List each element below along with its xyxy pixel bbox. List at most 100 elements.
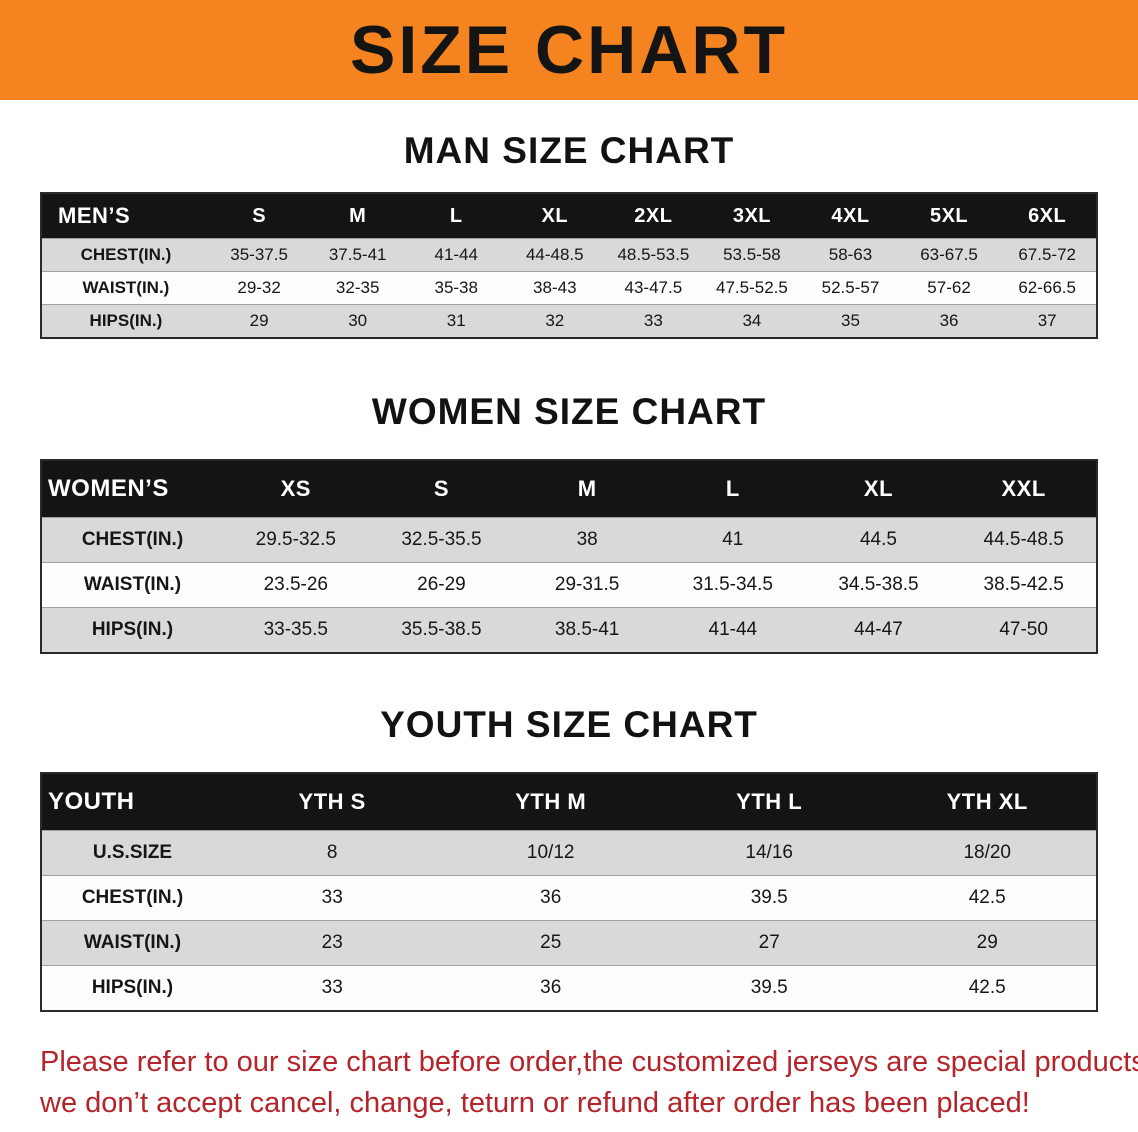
- table-header-cell: YTH L: [659, 773, 879, 831]
- table-cell: 26-29: [368, 562, 515, 608]
- table-cell: 42.5: [878, 965, 1097, 1011]
- table-cell: 35.5-38.5: [368, 607, 515, 653]
- table-cell: 41: [659, 517, 806, 563]
- table-corner-cell: MEN’S: [41, 193, 210, 239]
- table-row: WAIST(IN.) 29-32 32-35 35-38 38-43 43-47.5 47.…: [41, 271, 1097, 305]
- row-label-cell: U.S.SIZE: [41, 830, 223, 876]
- table-header-row: YOUTH YTH S YTH M YTH L YTH XL: [41, 773, 1097, 831]
- table-cell: 27: [659, 920, 879, 966]
- section-man: MAN SIZE CHART MEN’S S M L XL 2XL 3XL 4XL 5XL 6XL…: [0, 130, 1138, 339]
- table-cell: 29-32: [209, 271, 309, 305]
- table-cell: 10/12: [441, 830, 660, 876]
- table-cell: 44.5-48.5: [951, 517, 1097, 563]
- table-cell: 29: [878, 920, 1097, 966]
- section-heading-youth: YOUTH SIZE CHART: [380, 704, 758, 745]
- table-header-cell: XL: [505, 193, 605, 239]
- table-cell: 53.5-58: [702, 238, 802, 272]
- table-cell: 62-66.5: [998, 271, 1097, 305]
- table-cell: 63-67.5: [899, 238, 999, 272]
- table-cell: 67.5-72: [998, 238, 1097, 272]
- table-cell: 25: [441, 920, 660, 966]
- table-cell: 33: [604, 304, 703, 338]
- table-cell: 14/16: [659, 830, 879, 876]
- table-header-cell: 3XL: [702, 193, 802, 239]
- table-header-cell: L: [659, 460, 806, 518]
- table-cell: 35-38: [406, 271, 506, 305]
- table-cell: 41-44: [406, 238, 506, 272]
- table-cell: 47-50: [951, 607, 1097, 653]
- table-row: CHEST(IN.) 29.5-32.5 32.5-35.5 38 41 44.5 44.5…: [41, 517, 1097, 563]
- table-cell: 23: [222, 920, 442, 966]
- table-cell: 37.5-41: [308, 238, 407, 272]
- table-cell: 35: [801, 304, 900, 338]
- table-cell: 29.5-32.5: [222, 517, 369, 563]
- table-cell: 36: [441, 875, 660, 921]
- section-youth: YOUTH SIZE CHART YOUTH YTH S YTH M YTH L YTH…: [0, 704, 1138, 1012]
- row-label-cell: HIPS(IN.): [41, 607, 223, 653]
- section-heading-man: MAN SIZE CHART: [403, 130, 735, 171]
- table-header-cell: XXL: [951, 460, 1097, 518]
- table-cell: 32.5-35.5: [368, 517, 515, 563]
- youth-size-table: YOUTH YTH S YTH M YTH L YTH XL U.S.SIZE 8 10/12…: [40, 772, 1098, 1012]
- table-header-cell: 4XL: [801, 193, 900, 239]
- table-row: U.S.SIZE 8 10/12 14/16 18/20: [41, 830, 1097, 876]
- section-women: WOMEN SIZE CHART WOMEN’S XS S M L XL XXL CHEST(…: [0, 391, 1138, 654]
- table-cell: 32: [505, 304, 605, 338]
- table-header-cell: M: [514, 460, 660, 518]
- table-cell: 29-31.5: [514, 562, 660, 608]
- table-cell: 38-43: [505, 271, 605, 305]
- table-cell: 58-63: [801, 238, 900, 272]
- row-label-cell: WAIST(IN.): [41, 920, 223, 966]
- table-cell: 52.5-57: [801, 271, 900, 305]
- table-cell: 36: [441, 965, 660, 1011]
- table-cell: 36: [899, 304, 999, 338]
- table-cell: 33: [222, 965, 442, 1011]
- women-size-table: WOMEN’S XS S M L XL XXL CHEST(IN.) 29.5-32.5 32.5…: [40, 459, 1098, 654]
- row-label-cell: HIPS(IN.): [41, 965, 223, 1011]
- table-header-cell: 5XL: [899, 193, 999, 239]
- table-cell: 18/20: [878, 830, 1097, 876]
- table-header-cell: 6XL: [998, 193, 1097, 239]
- table-header-cell: YTH M: [441, 773, 660, 831]
- table-cell: 30: [308, 304, 407, 338]
- table-row: HIPS(IN.) 33-35.5 35.5-38.5 38.5-41 41-44 44-…: [41, 607, 1097, 653]
- row-label-cell: WAIST(IN.): [41, 271, 210, 305]
- section-heading-women: WOMEN SIZE CHART: [371, 391, 767, 432]
- table-cell: 31.5-34.5: [659, 562, 806, 608]
- table-cell: 44-47: [805, 607, 952, 653]
- table-cell: 43-47.5: [604, 271, 703, 305]
- table-cell: 41-44: [659, 607, 806, 653]
- table-header-cell: L: [406, 193, 506, 239]
- table-header-row: MEN’S S M L XL 2XL 3XL 4XL 5XL 6XL: [41, 193, 1097, 239]
- row-label-cell: WAIST(IN.): [41, 562, 223, 608]
- table-cell: 23.5-26: [222, 562, 369, 608]
- row-label-cell: CHEST(IN.): [41, 238, 210, 272]
- table-cell: 33-35.5: [222, 607, 369, 653]
- table-row: CHEST(IN.) 35-37.5 37.5-41 41-44 44-48.5 48.5…: [41, 238, 1097, 272]
- table-cell: 34: [702, 304, 802, 338]
- table-header-cell: YTH S: [222, 773, 442, 831]
- table-cell: 44.5: [805, 517, 952, 563]
- table-cell: 38.5-42.5: [951, 562, 1097, 608]
- table-header-cell: XS: [222, 460, 369, 518]
- table-row: WAIST(IN.) 23.5-26 26-29 29-31.5 31.5-34.5 34…: [41, 562, 1097, 608]
- table-header-cell: XL: [805, 460, 952, 518]
- table-row: CHEST(IN.) 33 36 39.5 42.5: [41, 875, 1097, 921]
- table-cell: 57-62: [899, 271, 999, 305]
- table-header-cell: M: [308, 193, 407, 239]
- table-header-cell: S: [368, 460, 515, 518]
- footer-note-line1: Please refer to our size chart before or…: [40, 1046, 1138, 1078]
- page-title: SIZE CHART: [350, 12, 788, 88]
- table-cell: 8: [222, 830, 442, 876]
- table-cell: 42.5: [878, 875, 1097, 921]
- table-cell: 33: [222, 875, 442, 921]
- table-cell: 35-37.5: [209, 238, 309, 272]
- table-row: HIPS(IN.) 29 30 31 32 33 34 35 36 37: [41, 304, 1097, 338]
- table-cell: 32-35: [308, 271, 407, 305]
- table-row: HIPS(IN.) 33 36 39.5 42.5: [41, 965, 1097, 1011]
- table-cell: 39.5: [659, 875, 879, 921]
- row-label-cell: CHEST(IN.): [41, 875, 223, 921]
- table-header-cell: YTH XL: [878, 773, 1097, 831]
- table-cell: 39.5: [659, 965, 879, 1011]
